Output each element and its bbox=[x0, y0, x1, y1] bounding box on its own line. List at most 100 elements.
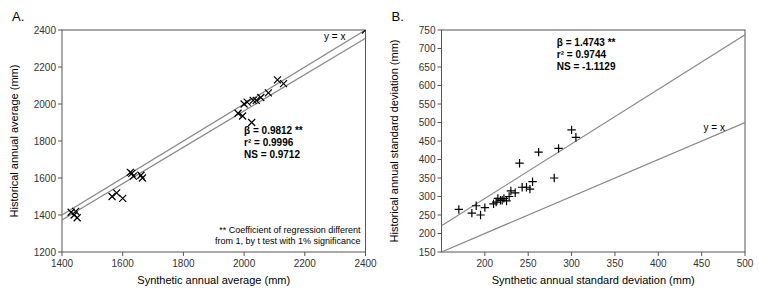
x-tick-label: 350 bbox=[607, 258, 624, 269]
y-tick bbox=[438, 48, 442, 49]
plot-area bbox=[62, 30, 366, 221]
y-tick-label: 750 bbox=[419, 25, 436, 36]
scatter-point bbox=[526, 185, 534, 193]
scatter-point bbox=[72, 208, 79, 215]
y-tick bbox=[438, 122, 442, 123]
scatter-point bbox=[528, 178, 536, 186]
panel-title: A. bbox=[12, 9, 24, 24]
scatter-point bbox=[476, 211, 484, 219]
scatter-point bbox=[550, 174, 558, 182]
scatter-point bbox=[130, 173, 137, 180]
x-tick-label: 2200 bbox=[294, 258, 317, 269]
scatter-point bbox=[139, 175, 146, 182]
y-tick-label: 2200 bbox=[34, 62, 57, 73]
background bbox=[0, 0, 759, 294]
scatter-point bbox=[265, 89, 272, 96]
scatter-point bbox=[362, 30, 366, 34]
y-tick bbox=[438, 233, 442, 234]
y-tick bbox=[58, 215, 62, 216]
scatter-point bbox=[274, 76, 281, 83]
y-tick-label: 1600 bbox=[34, 173, 57, 184]
y-tick bbox=[58, 67, 62, 68]
y-tick-label: 2000 bbox=[34, 99, 57, 110]
y-tick bbox=[438, 215, 442, 216]
y-tick-label: 400 bbox=[419, 154, 436, 165]
y-tick-label: 700 bbox=[419, 43, 436, 54]
y-axis-label: Historical annual average (mm) bbox=[8, 65, 20, 218]
y-tick-label: 1200 bbox=[34, 247, 57, 258]
y-tick-label: 1400 bbox=[34, 210, 57, 221]
x-tick bbox=[62, 252, 63, 256]
scatter-point bbox=[455, 205, 463, 213]
x-tick-label: 2400 bbox=[354, 258, 377, 269]
x-tick-label: 400 bbox=[650, 258, 667, 269]
x-tick bbox=[658, 252, 659, 256]
y-tick bbox=[438, 85, 442, 86]
x-axis-label: Synthetic annual average (mm) bbox=[137, 274, 290, 286]
scatter-point bbox=[472, 202, 480, 210]
x-tick-label: 2000 bbox=[233, 258, 256, 269]
x-axis-label: Synthetic annual standard deviation (mm) bbox=[492, 274, 695, 286]
scatter-point bbox=[109, 193, 116, 200]
scatter-point bbox=[468, 209, 476, 217]
y-tick bbox=[438, 159, 442, 160]
scatter-point bbox=[492, 198, 500, 206]
y-tick-label: 250 bbox=[419, 210, 436, 221]
line bbox=[62, 30, 366, 215]
y-tick bbox=[438, 141, 442, 142]
scatter-point bbox=[515, 159, 523, 167]
y-tick-label: 200 bbox=[419, 228, 436, 239]
y-tick-label: 1800 bbox=[34, 136, 57, 147]
y-tick bbox=[438, 30, 442, 31]
y-tick-label: 350 bbox=[419, 173, 436, 184]
y-tick bbox=[438, 67, 442, 68]
x-tick bbox=[244, 252, 245, 256]
y-tick-label: 150 bbox=[419, 247, 436, 258]
scatter-point bbox=[239, 113, 246, 120]
scatter-point bbox=[119, 195, 126, 202]
y-tick bbox=[58, 104, 62, 105]
scatter-point bbox=[257, 94, 264, 101]
x-tick bbox=[745, 252, 746, 256]
panel-title: B. bbox=[392, 9, 404, 24]
plot-area bbox=[442, 35, 746, 252]
stats-annotation: β = 0.9812 **r² = 0.9996NS = 0.9712 bbox=[244, 125, 303, 160]
scatter-point bbox=[507, 187, 515, 195]
y-tick-label: 650 bbox=[419, 62, 436, 73]
x-tick bbox=[484, 252, 485, 256]
x-tick-label: 300 bbox=[563, 258, 580, 269]
line bbox=[442, 123, 746, 253]
line bbox=[442, 35, 746, 226]
y-tick-label: 300 bbox=[419, 191, 436, 202]
stats-annotation: β = 1.4743 **r² = 0.9744NS = -1.1129 bbox=[557, 37, 616, 72]
x-tick-label: 200 bbox=[477, 258, 494, 269]
y-tick bbox=[438, 196, 442, 197]
y-tick bbox=[58, 30, 62, 31]
y-tick bbox=[438, 178, 442, 179]
panel: 1400160018002000220024001200140016001800… bbox=[8, 9, 377, 286]
x-tick-label: 1600 bbox=[112, 258, 135, 269]
y-tick bbox=[438, 252, 442, 253]
scatter-point bbox=[244, 99, 251, 106]
x-tick bbox=[183, 252, 184, 256]
scatter-point bbox=[74, 214, 81, 221]
line-label: y = x bbox=[324, 31, 345, 42]
x-tick bbox=[122, 252, 123, 256]
scatter-point bbox=[554, 144, 562, 152]
y-tick-label: 2400 bbox=[34, 25, 57, 36]
scatter-point bbox=[481, 203, 489, 211]
scatter-point bbox=[505, 192, 513, 200]
y-tick bbox=[58, 252, 62, 253]
y-tick-label: 550 bbox=[419, 99, 436, 110]
scatter-point bbox=[572, 133, 580, 141]
scatter-point bbox=[498, 196, 506, 204]
y-tick-label: 450 bbox=[419, 136, 436, 147]
x-tick bbox=[614, 252, 615, 256]
y-tick-label: 600 bbox=[419, 80, 436, 91]
x-tick bbox=[571, 252, 572, 256]
y-tick bbox=[438, 104, 442, 105]
x-tick bbox=[528, 252, 529, 256]
y-tick bbox=[58, 141, 62, 142]
x-tick bbox=[365, 252, 366, 256]
panel: 2002503003504004505001502002503003504004… bbox=[388, 9, 754, 286]
